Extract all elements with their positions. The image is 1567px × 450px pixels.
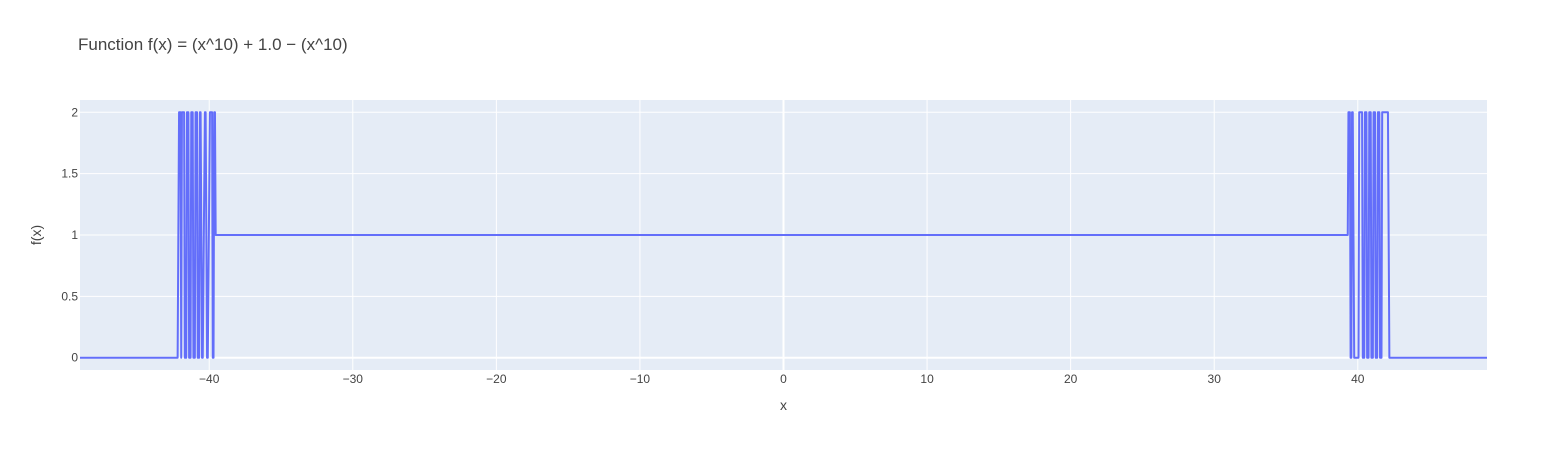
x-tick-label: 20 [1064,372,1078,386]
y-tick-label: 1 [71,228,78,242]
x-tick-label: −20 [486,372,507,386]
series-layer [80,111,1487,359]
x-tick-labels: −40 −30 −20 −10 0 10 20 30 40 [199,372,1365,386]
y-tick-label: 0 [71,351,78,365]
x-tick-label: 40 [1351,372,1365,386]
series-line [80,111,1487,359]
x-tick-label: 30 [1208,372,1222,386]
y-tick-label: 2 [71,105,78,119]
x-tick-label: 10 [920,372,934,386]
y-tick-labels: 0 0.5 1 1.5 2 [61,105,78,364]
x-tick-label: −10 [630,372,651,386]
y-axis-label: f(x) [28,225,44,245]
x-tick-label: −40 [199,372,220,386]
x-axis-label: x [780,397,787,413]
y-tick-label: 1.5 [61,167,78,181]
x-tick-label: −30 [343,372,364,386]
y-tick-label: 0.5 [61,289,78,303]
x-tick-label: 0 [780,372,787,386]
chart-title: Function f(x) = (x^10) + 1.0 − (x^10) [78,35,348,54]
